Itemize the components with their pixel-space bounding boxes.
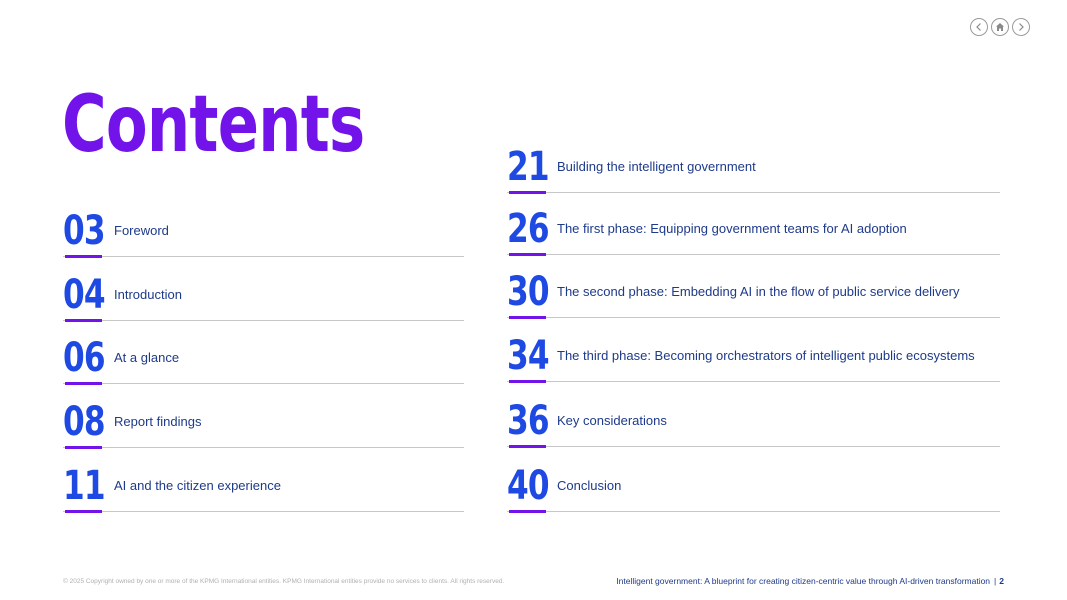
- toc-page-number: 06: [63, 335, 106, 381]
- accent-underline: [65, 382, 102, 385]
- toc-page-number: 04: [63, 272, 106, 318]
- toc-item-label: Building the intelligent government: [557, 159, 756, 174]
- toc-page-number: 34: [507, 333, 550, 379]
- page-number: 2: [999, 576, 1004, 586]
- page-title: Contents: [62, 80, 365, 170]
- toc-page-number: 08: [63, 399, 106, 445]
- previous-page-button[interactable]: [970, 18, 988, 36]
- accent-underline: [509, 253, 546, 256]
- home-button[interactable]: [991, 18, 1009, 36]
- toc-page-number: 30: [507, 269, 550, 315]
- next-page-button[interactable]: [1012, 18, 1030, 36]
- toc-item-label: Conclusion: [557, 478, 622, 493]
- page-navigation: [970, 18, 1030, 36]
- toc-item-building-intelligent-government[interactable]: 21 Building the intelligent government: [507, 133, 1000, 194]
- accent-underline: [509, 380, 546, 383]
- accent-underline: [509, 191, 546, 194]
- divider: [507, 254, 1000, 255]
- copyright-notice: © 2025 Copyright owned by one or more of…: [63, 578, 505, 585]
- accent-underline: [65, 319, 102, 322]
- divider: [507, 317, 1000, 318]
- toc-item-third-phase[interactable]: 34 The third phase: Becoming orchestrato…: [507, 322, 1000, 383]
- divider: [63, 511, 464, 512]
- report-title: Intelligent government: A blueprint for …: [616, 576, 991, 586]
- home-icon: [996, 23, 1004, 31]
- toc-page-number: 21: [507, 144, 550, 190]
- divider: [63, 383, 464, 384]
- divider: [507, 511, 1000, 512]
- divider: [507, 381, 1000, 382]
- chevron-right-icon: [1019, 23, 1024, 31]
- toc-item-second-phase[interactable]: 30 The second phase: Embedding AI in the…: [507, 258, 1000, 319]
- divider: [63, 447, 464, 448]
- toc-item-label: Introduction: [114, 287, 182, 302]
- toc-page-number: 36: [507, 398, 550, 444]
- accent-underline: [509, 445, 546, 448]
- toc-item-label: At a glance: [114, 350, 180, 365]
- toc-item-introduction[interactable]: 04 Introduction: [63, 261, 464, 322]
- toc-item-key-considerations[interactable]: 36 Key considerations: [507, 387, 1000, 448]
- toc-page-number: 03: [63, 208, 106, 254]
- accent-underline: [509, 510, 546, 513]
- accent-underline: [65, 446, 102, 449]
- toc-page-number: 40: [507, 463, 550, 509]
- accent-underline: [509, 316, 546, 319]
- toc-item-first-phase[interactable]: 26 The first phase: Equipping government…: [507, 195, 1000, 256]
- toc-item-conclusion[interactable]: 40 Conclusion: [507, 452, 1000, 513]
- accent-underline: [65, 255, 102, 258]
- toc-page-number: 26: [507, 206, 550, 252]
- toc-item-label: The third phase: Becoming orchestrators …: [557, 348, 975, 363]
- toc-page-number: 11: [63, 463, 106, 509]
- toc-item-label: The second phase: Embedding AI in the fl…: [557, 284, 960, 299]
- footer-report-title: Intelligent government: A blueprint for …: [616, 576, 1004, 586]
- divider: [63, 256, 464, 257]
- toc-item-label: Report findings: [114, 414, 202, 429]
- toc-item-foreword[interactable]: 03 Foreword: [63, 197, 464, 258]
- toc-item-label: Foreword: [114, 223, 169, 238]
- toc-item-label: Key considerations: [557, 413, 667, 428]
- toc-item-label: AI and the citizen experience: [114, 478, 281, 493]
- toc-item-report-findings[interactable]: 08 Report findings: [63, 388, 464, 449]
- divider: [507, 446, 1000, 447]
- toc-item-ai-citizen-experience[interactable]: 11 AI and the citizen experience: [63, 452, 464, 513]
- divider: [63, 320, 464, 321]
- chevron-left-icon: [976, 23, 981, 31]
- divider: [507, 192, 1000, 193]
- footer-separator: |: [994, 576, 997, 586]
- accent-underline: [65, 510, 102, 513]
- toc-item-at-a-glance[interactable]: 06 At a glance: [63, 324, 464, 385]
- toc-item-label: The first phase: Equipping government te…: [557, 221, 907, 236]
